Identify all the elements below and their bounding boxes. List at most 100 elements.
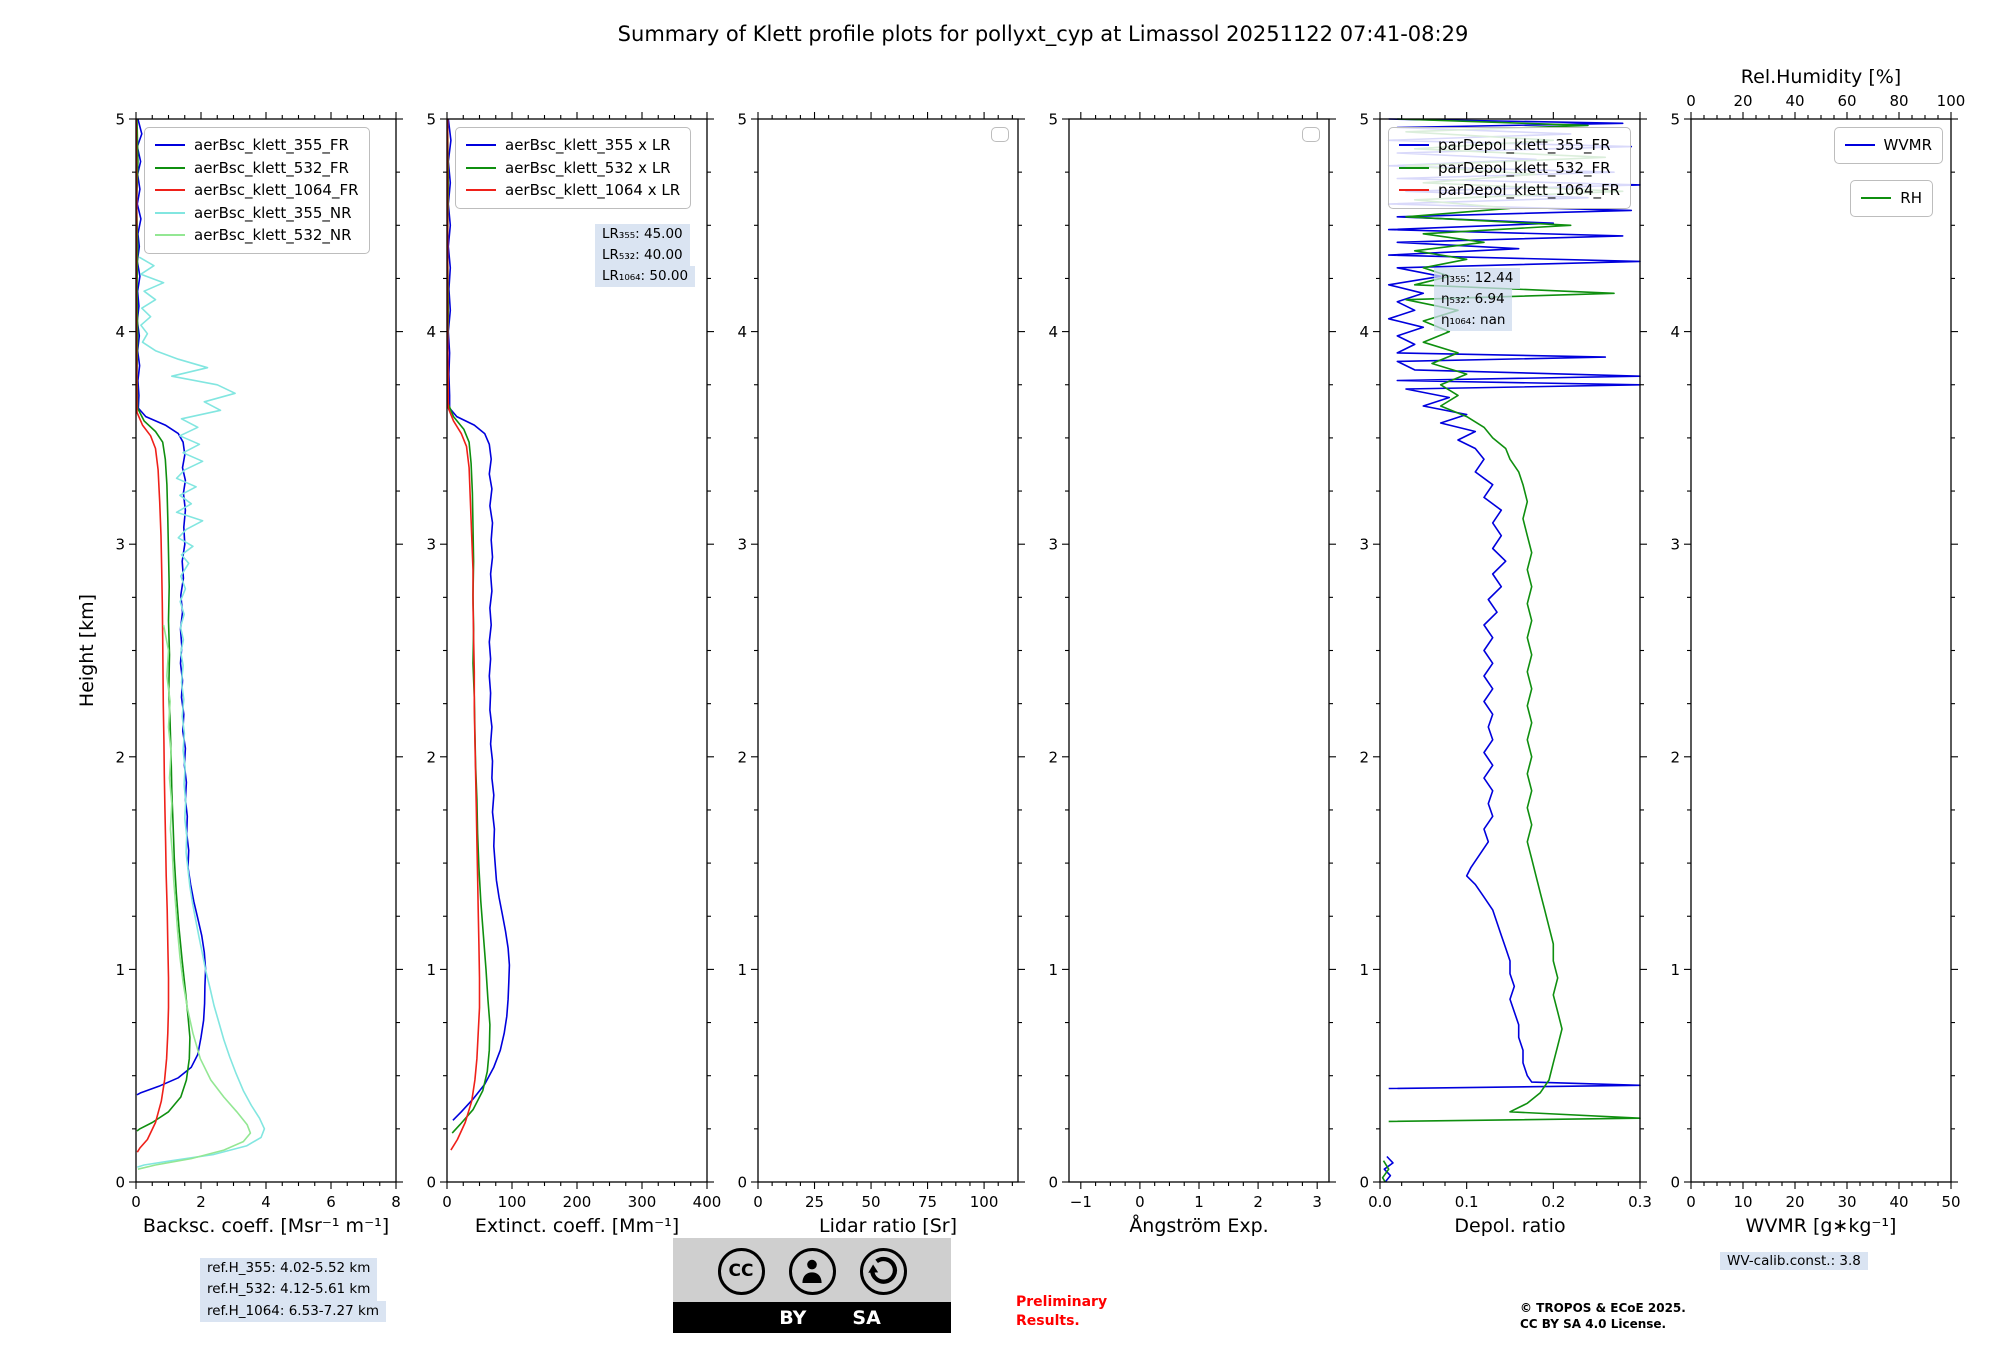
series-layer	[135, 118, 266, 1170]
y-tick-label: 3	[115, 536, 125, 554]
y-tick-label: 4	[737, 323, 747, 341]
x-tick-label: 100	[970, 1193, 999, 1211]
x-axis-label: Lidar ratio [Sr]	[819, 1215, 957, 1237]
y-tick-label: 2	[1670, 748, 1680, 766]
x-axis-label: Ångström Exp.	[1129, 1214, 1268, 1237]
axes-spines	[1068, 118, 1330, 1183]
x-tick-label: 0.0	[1368, 1193, 1392, 1211]
x-axis-label: WVMR [g∗kg⁻¹]	[1746, 1215, 1897, 1237]
top-x-tick-label: 60	[1837, 92, 1856, 110]
series-parDepol_klett_532_FR	[1381, 1160, 1390, 1183]
x-tick-label: 0.3	[1628, 1193, 1652, 1211]
x-axis-label: Backsc. coeff. [Msr⁻¹ m⁻¹]	[143, 1215, 389, 1237]
figure-title: Summary of Klett profile plots for polly…	[617, 22, 1469, 46]
x-tick-label: 0.2	[1541, 1193, 1565, 1211]
series-aerBsc_klett_1064_x_LR	[446, 119, 481, 1151]
x-tick-label: 20	[1785, 1193, 1804, 1211]
y-tick-label: 5	[115, 111, 125, 129]
x-tick-label: 2	[196, 1193, 206, 1211]
x-tick-label: 75	[918, 1193, 937, 1211]
y-tick-label: 4	[115, 323, 125, 341]
y-tick-label: 2	[1048, 748, 1058, 766]
y-axis-label: Height [km]	[76, 594, 98, 707]
x-tick-label: 2	[1253, 1193, 1263, 1211]
series-layer	[1381, 118, 1641, 1183]
x-tick-label: 0	[753, 1193, 763, 1211]
series-layer	[446, 118, 511, 1151]
series-parDepol_klett_355_FR	[1383, 1155, 1394, 1183]
y-tick-label: 5	[737, 111, 747, 129]
x-tick-label: 50	[1941, 1193, 1960, 1211]
y-tick-label: 2	[737, 748, 747, 766]
y-tick-label: 5	[1048, 111, 1058, 129]
x-tick-label: 3	[1312, 1193, 1322, 1211]
series-parDepol_klett_532_FR	[1388, 118, 1641, 1123]
x-tick-label: 400	[693, 1193, 722, 1211]
y-tick-label: 2	[115, 748, 125, 766]
y-tick-label: 0	[737, 1174, 747, 1192]
y-tick-label: 1	[1670, 961, 1680, 979]
panel-extinction: 0 100 200 300 400 0 1 2 3 4 5 Extinct. coeff. [Mm⁻¹…	[426, 111, 721, 1238]
x-tick-label: 8	[391, 1193, 401, 1211]
top-axis-label: Rel.Humidity [%]	[1741, 66, 1901, 88]
series-aerBsc_klett_1064_FR	[135, 118, 170, 1153]
y-tick-label: 1	[1048, 961, 1058, 979]
y-tick-label: 4	[1048, 323, 1058, 341]
y-tick-label: 5	[1670, 111, 1680, 129]
panel-backscatter: 0 2 4 6 8 0 1 2 3 4 5 Backsc. coeff. [Msr⁻¹ m⁻¹] Hei…	[76, 111, 403, 1237]
top-x-tick-label: 20	[1733, 92, 1752, 110]
y-tick-label: 3	[426, 536, 436, 554]
x-tick-label: 200	[563, 1193, 592, 1211]
y-tick-label: 1	[115, 961, 125, 979]
axes-spines	[135, 118, 397, 1183]
series-aerBsc_klett_355_NR	[137, 256, 266, 1168]
x-axis-label: Depol. ratio	[1454, 1215, 1565, 1237]
x-tick-label: 10	[1733, 1193, 1752, 1211]
panel-lidar-ratio: 0 25 50 75 100 0 1 2 3 4 5 Lidar ratio [Sr]	[737, 111, 1025, 1237]
y-tick-label: 2	[1359, 748, 1369, 766]
series-parDepol_klett_355_FR	[1387, 118, 1641, 1090]
x-tick-label: 0	[131, 1193, 141, 1211]
x-tick-label: 0	[1686, 1193, 1696, 1211]
axes-spines	[1379, 118, 1641, 1183]
y-tick-label: 3	[1048, 536, 1058, 554]
y-tick-label: 1	[737, 961, 747, 979]
y-tick-label: 3	[737, 536, 747, 554]
y-tick-label: 3	[1359, 536, 1369, 554]
y-tick-label: 1	[426, 961, 436, 979]
panel-depol: 0.0 0.1 0.2 0.3 0 1 2 3 4 5 Depol. ratio	[1359, 111, 1651, 1238]
y-tick-label: 1	[1359, 961, 1369, 979]
x-tick-label: 4	[261, 1193, 271, 1211]
axes-spines	[446, 118, 708, 1183]
x-tick-label: 0.1	[1455, 1193, 1479, 1211]
y-tick-label: 0	[115, 1174, 125, 1192]
panel-angstroem: −1 0 1 2 3 0 1 2 3 4 5 Ångström Exp.	[1048, 111, 1336, 1237]
x-axis-label: Extinct. coeff. [Mm⁻¹]	[475, 1215, 679, 1237]
y-tick-label: 0	[1359, 1174, 1369, 1192]
y-tick-label: 0	[1670, 1174, 1680, 1192]
x-tick-label: 300	[628, 1193, 657, 1211]
y-tick-label: 4	[1670, 323, 1680, 341]
x-tick-label: 1	[1194, 1193, 1204, 1211]
top-x-tick-label: 80	[1889, 92, 1908, 110]
x-tick-label: 6	[326, 1193, 336, 1211]
x-tick-label: 0	[442, 1193, 452, 1211]
x-tick-label: 100	[498, 1193, 527, 1211]
x-tick-label: 0	[1135, 1193, 1145, 1211]
x-tick-label: 30	[1837, 1193, 1856, 1211]
x-tick-label: 50	[861, 1193, 880, 1211]
series-aerBsc_klett_532_x_LR	[446, 118, 491, 1134]
series-aerBsc_klett_355_FR	[136, 118, 207, 1096]
y-tick-label: 3	[1670, 536, 1680, 554]
y-tick-label: 2	[426, 748, 436, 766]
y-tick-label: 0	[426, 1174, 436, 1192]
x-tick-label: 40	[1889, 1193, 1908, 1211]
x-tick-label: 25	[805, 1193, 824, 1211]
top-x-tick-label: 0	[1686, 92, 1696, 110]
top-x-tick-label: 100	[1937, 92, 1966, 110]
y-tick-label: 4	[426, 323, 436, 341]
x-tick-label: −1	[1070, 1193, 1092, 1211]
